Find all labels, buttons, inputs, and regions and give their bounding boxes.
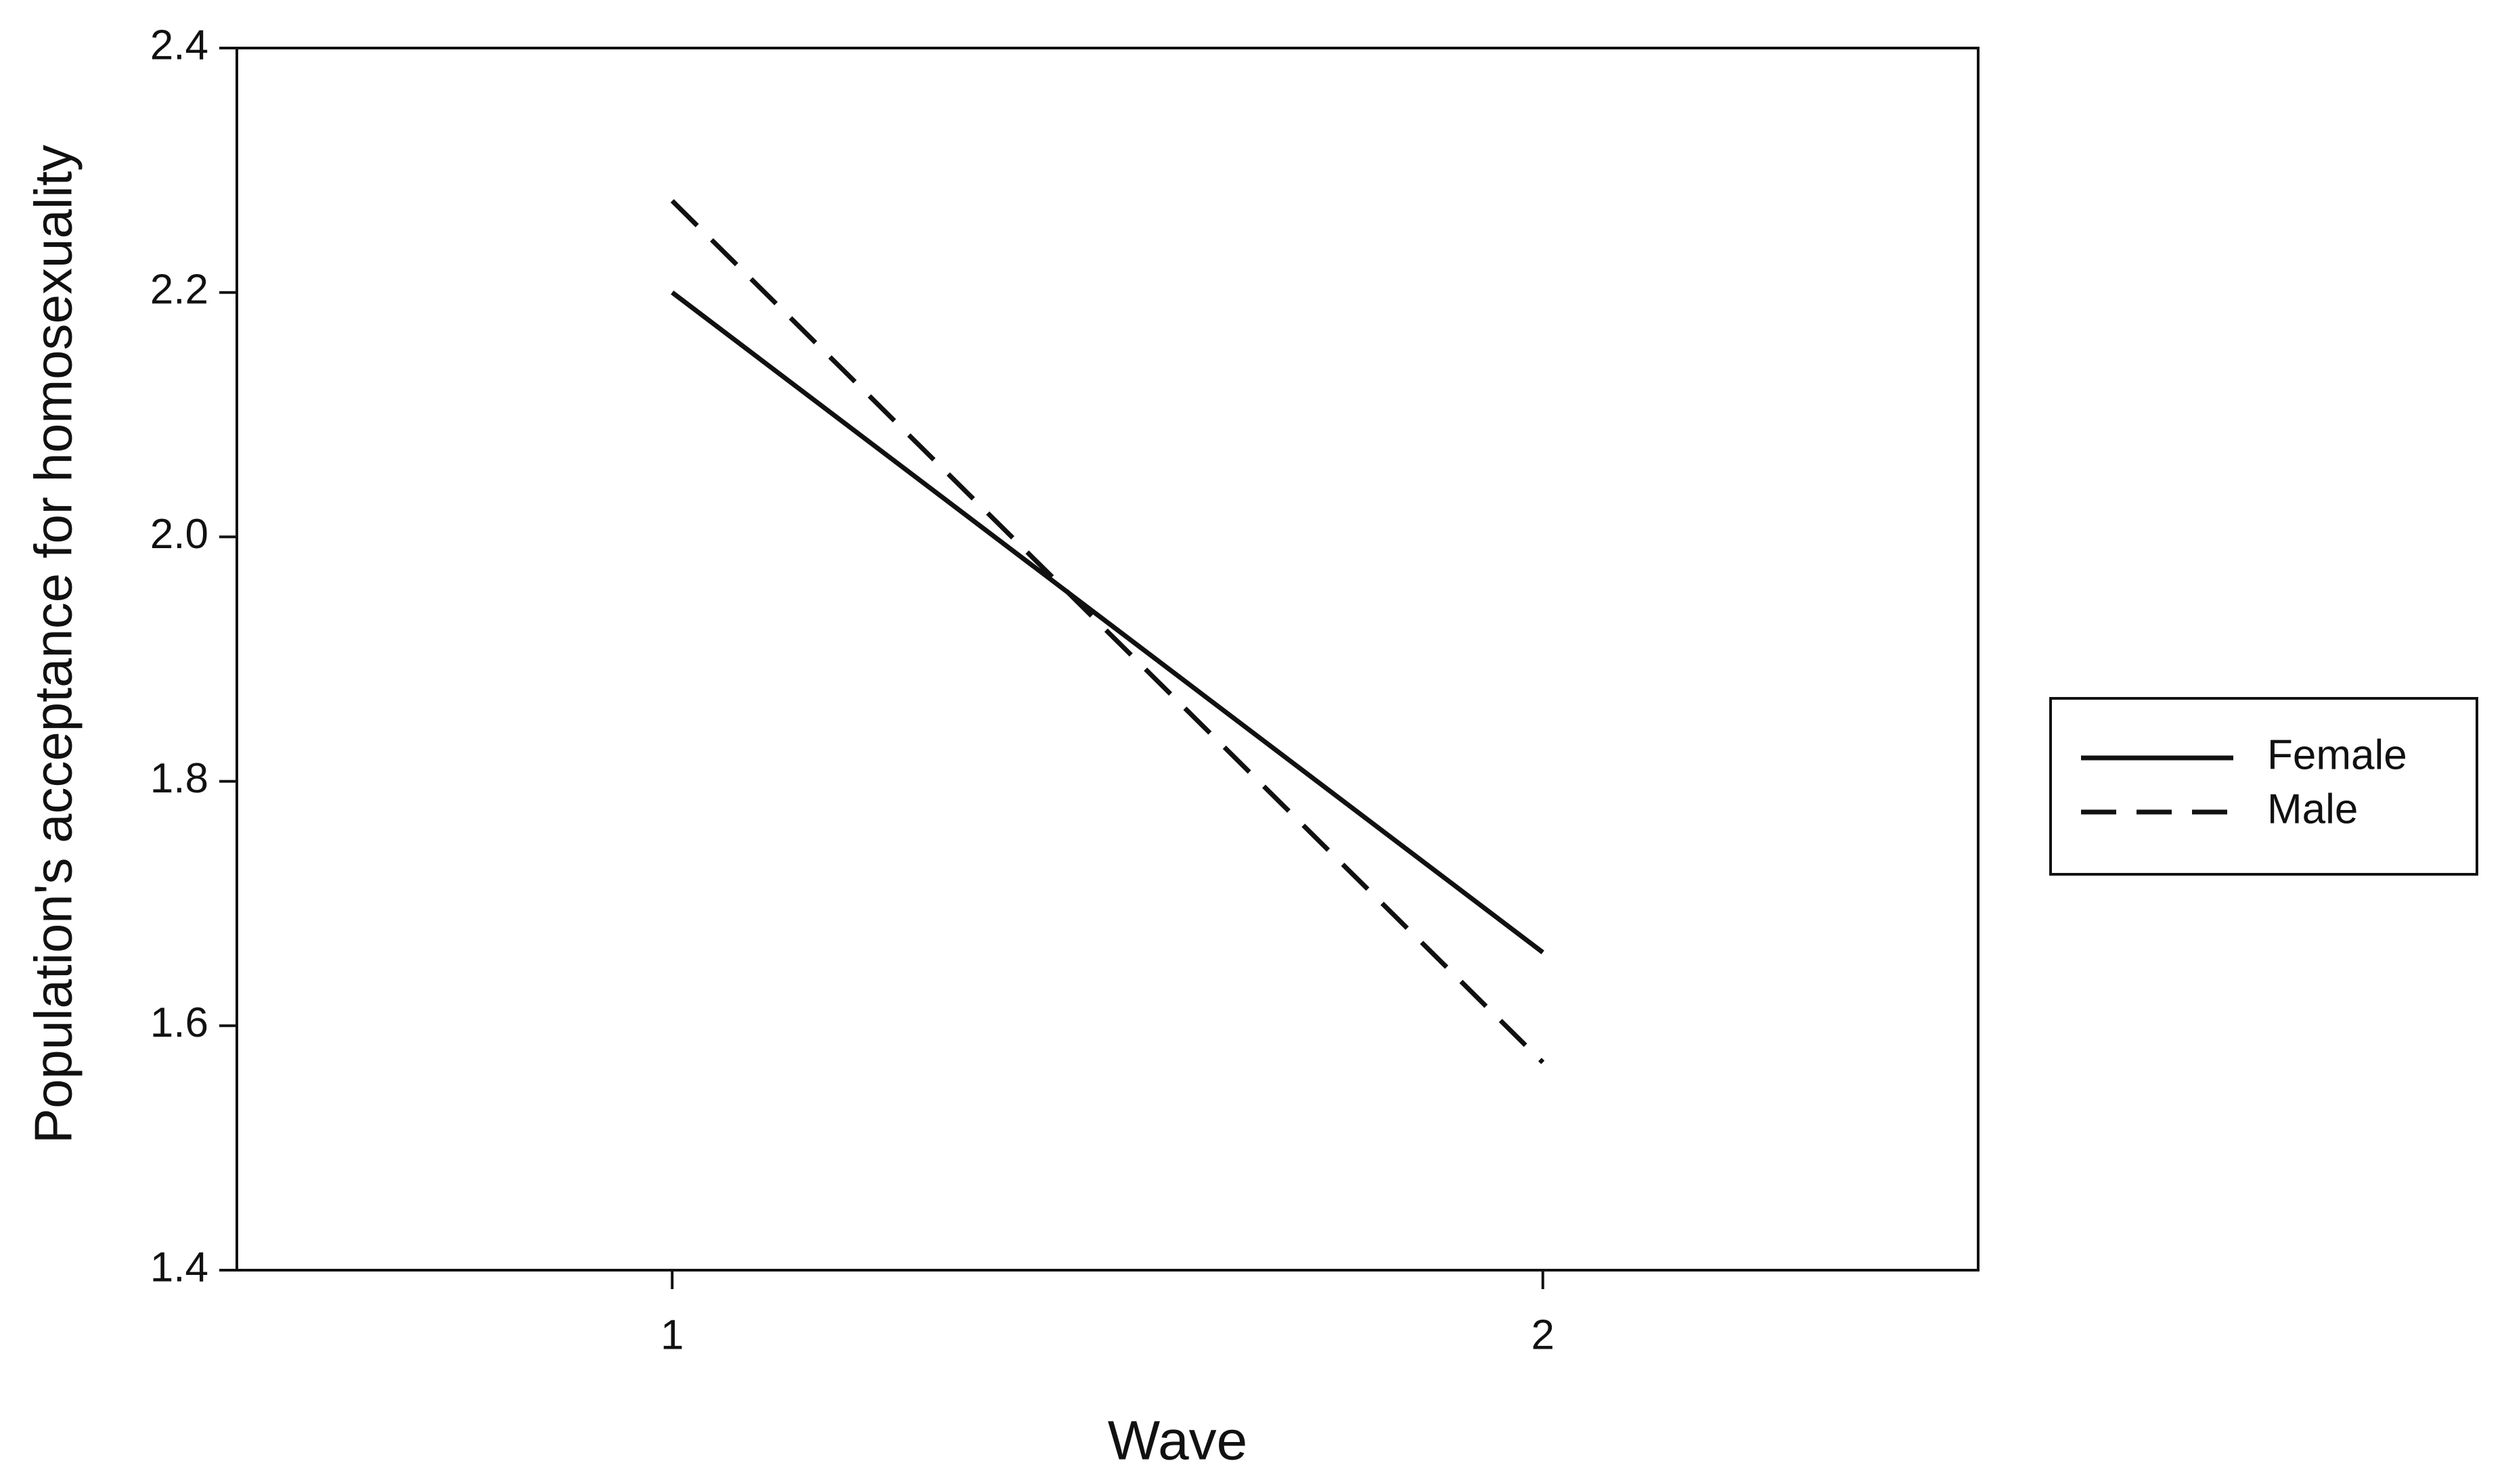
y-tick-label: 2.2 xyxy=(150,267,208,313)
series-line xyxy=(670,199,1545,1064)
legend-label: Female xyxy=(2267,732,2407,778)
x-tick-label: 1 xyxy=(661,1311,684,1358)
y-tick-label: 1.6 xyxy=(150,999,208,1046)
legend-label: Male xyxy=(2267,786,2358,832)
plot-frame xyxy=(236,47,1980,1272)
series-line xyxy=(671,290,1544,955)
legend-box xyxy=(2049,697,2478,876)
x-tick-label: 2 xyxy=(1532,1311,1555,1358)
y-axis-label: Population's acceptance for homosexualit… xyxy=(24,145,83,1144)
y-tick-label: 2.4 xyxy=(150,22,208,68)
y-tick-label: 2.0 xyxy=(150,511,208,558)
y-tick-label: 1.8 xyxy=(150,755,208,802)
y-tick-label: 1.4 xyxy=(150,1244,208,1290)
x-axis-label: Wave xyxy=(1108,1410,1248,1472)
